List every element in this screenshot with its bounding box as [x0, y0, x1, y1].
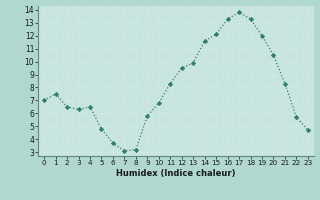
X-axis label: Humidex (Indice chaleur): Humidex (Indice chaleur)	[116, 169, 236, 178]
